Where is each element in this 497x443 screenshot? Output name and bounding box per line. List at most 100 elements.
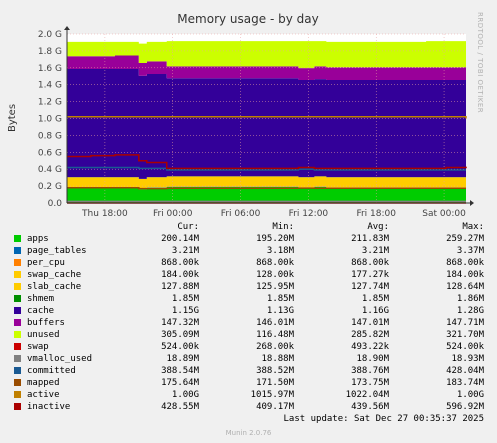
legend-header-max: Max: — [462, 222, 484, 232]
legend-value-min: 171.50M — [256, 378, 294, 388]
y-tick-label: 0.4 G — [38, 165, 62, 175]
legend-row: vmalloc_used 18.89M 18.88M 18.90M 18.93M — [0, 353, 497, 365]
x-axis-arrow — [470, 200, 474, 206]
legend-swatch — [14, 379, 21, 386]
legend-value-cur: 127.88M — [161, 282, 199, 292]
legend-row: cache 1.15G 1.13G 1.16G 1.28G — [0, 305, 497, 317]
legend-label: per_cpu — [27, 258, 65, 268]
y-tick-label: 0.6 G — [38, 148, 62, 158]
legend-value-min: 868.00k — [256, 258, 294, 268]
legend-swatch — [14, 319, 21, 326]
legend-header-cur: Cur: — [177, 222, 199, 232]
legend-row: swap 524.00k 268.00k 493.22k 524.00k — [0, 341, 497, 353]
legend-value-cur: 200.14M — [161, 234, 199, 244]
legend-value-avg: 868.00k — [351, 258, 389, 268]
rrdtool-watermark: RRDTOOL / TOBI OETIKER — [476, 12, 484, 114]
legend-row: unused 305.09M 116.48M 285.82M 321.70M — [0, 329, 497, 341]
legend-value-cur: 428.55M — [161, 402, 199, 412]
legend-label: swap — [27, 342, 49, 352]
legend-header: Cur: Min: Avg: Max: — [0, 221, 497, 233]
legend-value-cur: 18.89M — [166, 354, 199, 364]
legend-value-avg: 1022.04M — [345, 390, 389, 400]
legend-value-max: 147.71M — [446, 318, 484, 328]
legend-value-max: 259.27M — [446, 234, 484, 244]
legend-swatch — [14, 307, 21, 314]
legend-swatch — [14, 247, 21, 254]
x-tick-label: Fri 06:00 — [221, 209, 261, 219]
legend-value-avg: 439.56M — [351, 402, 389, 412]
legend-row: inactive 428.55M 409.17M 439.56M 596.92M — [0, 401, 497, 413]
y-tick-label: 1.4 G — [38, 81, 62, 91]
legend-value-max: 428.04M — [446, 366, 484, 376]
legend-value-min: 268.00k — [256, 342, 294, 352]
legend-label: swap_cache — [27, 270, 82, 280]
legend-value-cur: 3.21M — [171, 246, 199, 256]
legend-value-cur: 1.00G — [171, 390, 199, 400]
legend-label: page_tables — [27, 246, 87, 256]
legend-value-max: 321.70M — [446, 330, 484, 340]
legend-header-min: Min: — [272, 222, 294, 232]
legend-label: apps — [27, 234, 49, 244]
line-committed — [67, 166, 466, 171]
legend-swatch — [14, 391, 21, 398]
chart-title: Memory usage - by day — [177, 12, 318, 26]
legend-row: swap_cache 184.00k 128.00k 177.27k 184.00k — [0, 269, 497, 281]
legend-value-min: 3.18M — [266, 246, 294, 256]
legend-value-min: 116.48M — [256, 330, 294, 340]
y-tick-label: 1.0 G — [38, 115, 62, 125]
legend-swatch — [14, 235, 21, 242]
line-active — [67, 116, 467, 119]
legend-value-cur: 305.09M — [161, 330, 199, 340]
legend-value-max: 3.37M — [456, 246, 484, 256]
legend-value-min: 1015.97M — [250, 390, 294, 400]
legend-value-avg: 173.75M — [351, 378, 389, 388]
legend-value-cur: 1.85M — [171, 294, 199, 304]
munin-credit: Munin 2.0.76 — [225, 429, 272, 437]
legend-value-max: 18.93M — [451, 354, 484, 364]
legend-swatch — [14, 259, 21, 266]
x-tick-label: Fri 18:00 — [356, 209, 396, 219]
legend-value-max: 1.00G — [456, 390, 484, 400]
legend-value-avg: 285.82M — [351, 330, 389, 340]
legend-value-max: 1.28G — [456, 306, 484, 316]
legend-value-min: 388.52M — [256, 366, 294, 376]
legend-value-max: 868.00k — [446, 258, 484, 268]
line-inactive — [67, 154, 467, 170]
legend-value-min: 125.95M — [256, 282, 294, 292]
legend-row: page_tables 3.21M 3.18M 3.21M 3.37M — [0, 245, 497, 257]
legend-row: active 1.00G 1015.97M 1022.04M 1.00G — [0, 389, 497, 401]
legend-label: vmalloc_used — [27, 354, 93, 364]
area-unused — [67, 41, 466, 69]
legend-value-min: 18.88M — [261, 354, 294, 364]
legend-label: slab_cache — [27, 282, 82, 292]
last-update: Last update: Sat Dec 27 00:35:37 2025 — [283, 414, 484, 424]
x-tick-label: Thu 18:00 — [81, 209, 128, 219]
legend-value-avg: 147.01M — [351, 318, 389, 328]
legend-value-min: 1.13G — [266, 306, 294, 316]
chart-svg: Memory usage - by day Bytes 0.0 0.2 G 0.4 G 0… — [7, 12, 474, 219]
legend-value-max: 183.74M — [446, 378, 484, 388]
y-tick-label: 0.0 — [48, 199, 63, 209]
y-tick-label: 0.2 G — [38, 182, 62, 192]
legend-value-min: 409.17M — [256, 402, 294, 412]
legend-value-avg: 211.83M — [351, 234, 389, 244]
legend-swatch — [14, 355, 21, 362]
legend-value-cur: 175.64M — [161, 378, 199, 388]
y-tick-label: 2.0 G — [38, 30, 62, 40]
legend-value-cur: 184.00k — [161, 270, 199, 280]
legend-label: mapped — [27, 378, 60, 388]
legend-swatch — [14, 367, 21, 374]
legend-row: shmem 1.85M 1.85M 1.85M 1.86M — [0, 293, 497, 305]
legend-value-cur: 868.00k — [161, 258, 199, 268]
legend-label: active — [27, 390, 60, 400]
legend-value-cur: 147.32M — [161, 318, 199, 328]
x-tick-label: Sat 00:00 — [422, 209, 466, 219]
legend-value-cur: 388.54M — [161, 366, 199, 376]
x-tick-label: Fri 00:00 — [153, 209, 193, 219]
legend-value-max: 184.00k — [446, 270, 484, 280]
y-axis-arrow — [64, 26, 70, 30]
area-cache — [67, 68, 466, 179]
y-tick-label: 1.6 G — [38, 64, 62, 74]
legend-value-avg: 1.16G — [361, 306, 389, 316]
